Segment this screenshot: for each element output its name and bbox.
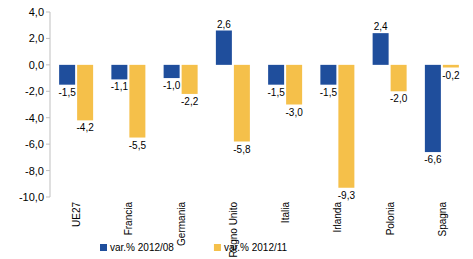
y-tick — [46, 117, 50, 118]
data-label: -0,2 — [442, 70, 460, 81]
bar — [268, 65, 284, 85]
data-label: -1,5 — [320, 87, 338, 98]
y-tick — [46, 64, 50, 65]
x-tick-label: UE27 — [71, 202, 82, 227]
bar — [425, 65, 441, 152]
y-tick — [46, 12, 50, 13]
data-label: -4,2 — [77, 122, 95, 133]
legend-swatch — [100, 244, 107, 251]
x-tick-label: Francia — [123, 202, 134, 236]
bar — [59, 65, 75, 85]
y-tick-label: 2,0 — [29, 32, 44, 44]
data-label: -1,1 — [111, 81, 129, 92]
y-tick-label: -8,0 — [25, 165, 44, 177]
bar — [338, 65, 354, 188]
legend-swatch — [214, 244, 221, 251]
bar — [77, 65, 93, 121]
data-label: -2,2 — [181, 96, 199, 107]
data-label: -5,8 — [233, 144, 251, 155]
legend-label: var.% 2012/08 — [110, 242, 174, 253]
bar — [391, 65, 407, 91]
data-label: -1,5 — [59, 87, 77, 98]
data-label: -2,0 — [390, 93, 408, 104]
y-tick-label: 4,0 — [29, 6, 44, 18]
bar — [216, 31, 232, 65]
bar — [373, 33, 389, 65]
bars — [59, 31, 459, 188]
y-tick — [46, 170, 50, 171]
y-tick-label: 0,0 — [29, 59, 44, 71]
x-tick-label: Irlanda — [332, 202, 343, 233]
bar — [320, 65, 336, 85]
data-label: -5,5 — [129, 140, 147, 151]
data-label: -3,0 — [286, 107, 304, 118]
x-tick-label: Germania — [176, 202, 187, 246]
data-label: -1,0 — [163, 80, 181, 91]
y-tick — [46, 38, 50, 39]
data-label: -1,5 — [268, 87, 286, 98]
y-tick-label: -2,0 — [25, 85, 44, 97]
bar — [286, 65, 302, 105]
x-tick-label: Polonia — [385, 202, 396, 236]
data-label: 2,6 — [217, 19, 231, 30]
y-tick-label: -10,0 — [19, 191, 44, 203]
bar — [164, 65, 180, 78]
chart: 4,02,00,0-2,0-4,0-6,0-8,0-10,0-1,5-1,1-1… — [0, 0, 473, 259]
x-tick-label: Spagna — [437, 202, 448, 237]
y-tick-label: -4,0 — [25, 112, 44, 124]
y-tick-label: -6,0 — [25, 138, 44, 150]
data-label: -9,3 — [338, 190, 356, 201]
data-label: -6,6 — [424, 154, 442, 165]
y-tick — [46, 91, 50, 92]
bar — [182, 65, 198, 94]
y-tick — [46, 197, 50, 198]
data-label: 2,4 — [374, 21, 388, 32]
legend: var.% 2012/08 var.% 2012/11 — [100, 242, 288, 253]
data-labels: -1,5 -1,1 -1,0 2,6 -1,5 -1,5 2,4 -6,6 -4,2 -5,5 -2… — [59, 19, 460, 201]
bar — [129, 65, 145, 138]
x-tick-label: Italia — [280, 202, 291, 224]
bar — [443, 65, 459, 68]
bar — [111, 65, 127, 80]
bar — [234, 65, 250, 142]
y-axis — [50, 12, 51, 197]
legend-label: var.% 2012/11 — [224, 242, 288, 253]
y-tick — [46, 144, 50, 145]
